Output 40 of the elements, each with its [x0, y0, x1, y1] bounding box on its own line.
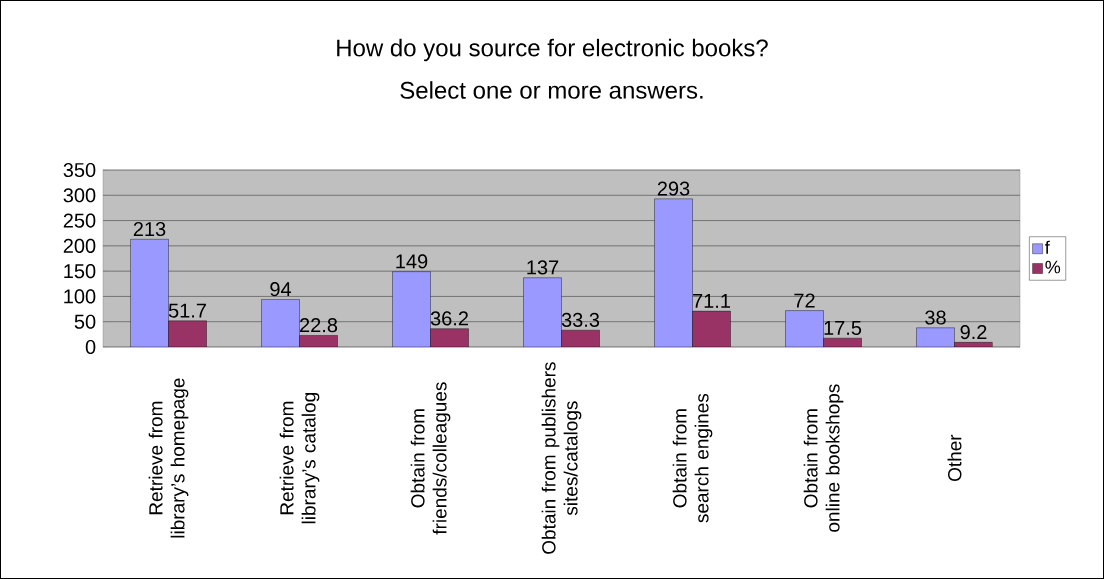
data-label: 36.2 [430, 311, 468, 326]
x-tick-label: Obtain from online bookshops [803, 384, 844, 532]
y-tick-label: 0 [85, 339, 96, 355]
data-label: 51.7 [168, 303, 206, 318]
bar [261, 299, 300, 347]
x-tick-label: Obtain from publishers sites/catalogs [541, 362, 582, 554]
data-label: 22.8 [300, 318, 338, 333]
chart-title: How do you source for electronic books? [337, 38, 768, 62]
bar [523, 277, 562, 347]
bar [130, 239, 169, 347]
data-label: 71.1 [693, 294, 730, 308]
bar [654, 198, 693, 347]
y-tick-label: 250 [63, 213, 96, 228]
data-label: 149 [396, 254, 428, 269]
legend-label: % [1045, 260, 1061, 274]
x-tick-label: Other [947, 434, 962, 481]
data-label: 38 [925, 310, 946, 325]
y-tick-label: 100 [64, 289, 96, 304]
x-tick-label: Retrieve from library’s catalog [279, 393, 320, 524]
y-tick-label: 300 [63, 188, 96, 203]
data-label: 137 [527, 260, 559, 275]
data-label: 94 [270, 282, 292, 297]
data-label: 17.5 [824, 321, 862, 335]
y-tick-label: 350 [63, 162, 96, 178]
data-label: 213 [133, 221, 166, 237]
data-label: 9.2 [960, 324, 987, 340]
data-label: 293 [657, 181, 690, 196]
bar [916, 327, 955, 347]
legend-label: f [1045, 240, 1050, 254]
x-tick-label: Obtain from search engines [672, 393, 713, 523]
bar [785, 310, 824, 347]
data-label: 33.3 [561, 312, 600, 327]
x-tick-label: Retrieve from library’s homepage [148, 378, 189, 538]
bar [392, 271, 431, 347]
y-tick-label: 200 [63, 238, 96, 253]
data-label: 72 [794, 293, 815, 308]
y-tick-label: 50 [74, 314, 96, 329]
chart-subtitle: Select one or more answers. [400, 81, 703, 99]
y-tick-label: 150 [64, 264, 96, 279]
x-tick-label: Obtain from friends/colleagues [410, 382, 451, 535]
